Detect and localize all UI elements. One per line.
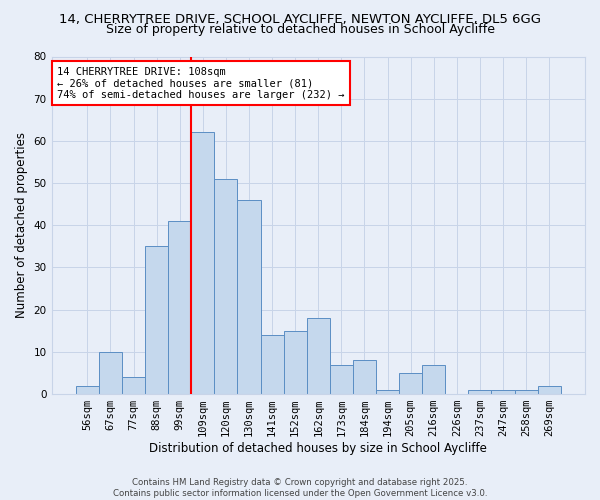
Bar xyxy=(76,386,99,394)
Bar xyxy=(284,331,307,394)
Bar xyxy=(353,360,376,394)
Text: Contains HM Land Registry data © Crown copyright and database right 2025.
Contai: Contains HM Land Registry data © Crown c… xyxy=(113,478,487,498)
Bar xyxy=(330,364,353,394)
Bar xyxy=(307,318,330,394)
Bar xyxy=(491,390,515,394)
Y-axis label: Number of detached properties: Number of detached properties xyxy=(15,132,28,318)
Bar xyxy=(238,200,260,394)
Text: 14, CHERRYTREE DRIVE, SCHOOL AYCLIFFE, NEWTON AYCLIFFE, DL5 6GG: 14, CHERRYTREE DRIVE, SCHOOL AYCLIFFE, N… xyxy=(59,12,541,26)
Bar xyxy=(260,335,284,394)
Text: Size of property relative to detached houses in School Aycliffe: Size of property relative to detached ho… xyxy=(106,22,494,36)
Bar xyxy=(214,179,238,394)
Bar xyxy=(538,386,561,394)
Bar xyxy=(145,246,168,394)
Bar xyxy=(422,364,445,394)
Bar xyxy=(99,352,122,394)
Bar xyxy=(515,390,538,394)
Bar xyxy=(376,390,399,394)
X-axis label: Distribution of detached houses by size in School Aycliffe: Distribution of detached houses by size … xyxy=(149,442,487,455)
Bar xyxy=(168,221,191,394)
Bar xyxy=(191,132,214,394)
Bar xyxy=(399,373,422,394)
Bar xyxy=(122,377,145,394)
Text: 14 CHERRYTREE DRIVE: 108sqm
← 26% of detached houses are smaller (81)
74% of sem: 14 CHERRYTREE DRIVE: 108sqm ← 26% of det… xyxy=(57,66,344,100)
Bar xyxy=(469,390,491,394)
